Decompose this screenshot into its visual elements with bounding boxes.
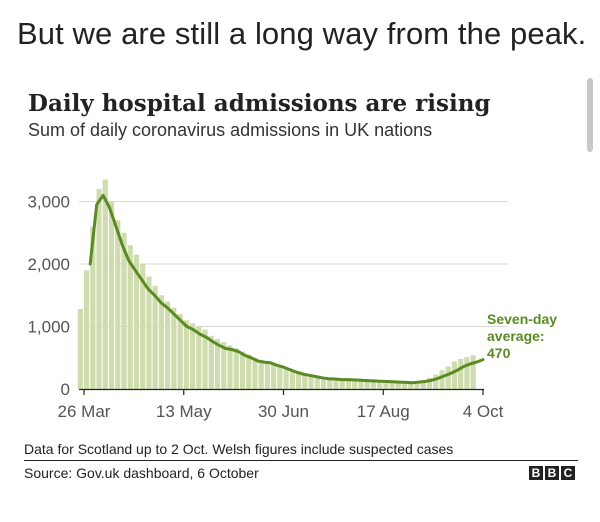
bar (84, 270, 90, 389)
bar (383, 381, 389, 389)
bar (408, 382, 414, 389)
bar (258, 360, 264, 389)
axes: 0 1,000 2,000 3,000 26 Mar 13 May 30 Jun 17 Aug… (27, 193, 503, 422)
bar (395, 382, 401, 389)
bar (146, 276, 152, 389)
bar (364, 381, 370, 389)
data-note: Data for Scotland up to 2 Oct. Welsh fig… (24, 441, 454, 457)
x-tick-label: 26 Mar (58, 402, 111, 421)
bar (189, 323, 196, 389)
x-tick-label: 30 Jun (258, 402, 309, 421)
bar (246, 354, 252, 389)
bar (445, 366, 451, 389)
bar (264, 362, 270, 389)
bar (158, 295, 165, 389)
bar (271, 364, 277, 389)
x-tick-label: 13 May (156, 402, 212, 421)
bar (183, 320, 189, 389)
bar (140, 264, 146, 389)
bar (320, 377, 327, 389)
bar (370, 381, 376, 389)
bar (458, 359, 464, 389)
bar (420, 380, 426, 389)
bar (389, 382, 395, 389)
annotation-line: 470 (487, 345, 511, 361)
chart-subtitle: Sum of daily coronavirus admissions in U… (28, 120, 433, 140)
y-tick-label: 1,000 (27, 318, 70, 337)
bar (439, 370, 445, 389)
bar (227, 345, 233, 389)
bar (339, 379, 345, 389)
bar (470, 355, 476, 389)
source-text: Source: Gov.uk dashboard, 6 October (24, 465, 259, 481)
bar (121, 232, 127, 389)
bbc-logo-block: B (529, 466, 543, 480)
y-tick-label: 0 (61, 380, 70, 399)
bar (426, 377, 433, 389)
bbc-logo: B B C (529, 466, 575, 480)
bar (464, 357, 470, 389)
bar (352, 380, 358, 389)
annotation-line: average: (487, 328, 545, 344)
bar (345, 379, 352, 389)
chart-title: Daily hospital admissions are rising (28, 90, 491, 117)
y-tick-label: 2,000 (27, 255, 70, 274)
bar (214, 339, 221, 389)
bar (202, 329, 208, 389)
seven-day-average-line (88, 193, 485, 385)
bar (208, 335, 214, 389)
daily-admission-bars (77, 179, 476, 389)
bar (451, 361, 458, 389)
bar (90, 226, 96, 389)
bar (358, 380, 364, 389)
bar (165, 301, 171, 389)
bar (152, 285, 158, 389)
annotation-line: Seven-day (487, 311, 557, 327)
bar (77, 309, 83, 389)
bar (414, 381, 420, 389)
bar (433, 374, 439, 389)
headline: But we are still a long way from the pea… (17, 16, 587, 51)
bar (401, 382, 408, 389)
bar (283, 368, 289, 389)
bar (333, 378, 339, 389)
bar (314, 375, 320, 389)
bar (196, 326, 202, 389)
bar (277, 366, 283, 389)
bbc-logo-block: B (545, 466, 559, 480)
bar (308, 374, 314, 389)
bbc-logo-block: C (561, 466, 575, 480)
bar (177, 314, 183, 389)
footer-divider (24, 460, 578, 461)
bar (102, 179, 108, 389)
scrollbar[interactable] (587, 78, 593, 152)
bar (233, 348, 239, 389)
bar (127, 245, 133, 389)
bar (133, 254, 140, 389)
bar (171, 307, 177, 389)
bar (96, 189, 102, 389)
bar (327, 377, 333, 389)
x-tick-label: 4 Oct (463, 402, 504, 421)
bar (239, 351, 246, 389)
bar (115, 220, 121, 389)
admissions-chart: 0 1,000 2,000 3,000 26 Mar 13 May 30 Jun 17 Aug… (27, 179, 557, 422)
bar (289, 370, 295, 389)
x-tick-label: 17 Aug (357, 402, 410, 421)
y-tick-label: 3,000 (27, 193, 70, 212)
bar (252, 357, 258, 389)
bar (108, 201, 115, 389)
bar (302, 373, 308, 389)
bar (221, 342, 227, 389)
average-line (88, 193, 485, 385)
bar (295, 371, 302, 389)
bar (377, 381, 383, 389)
